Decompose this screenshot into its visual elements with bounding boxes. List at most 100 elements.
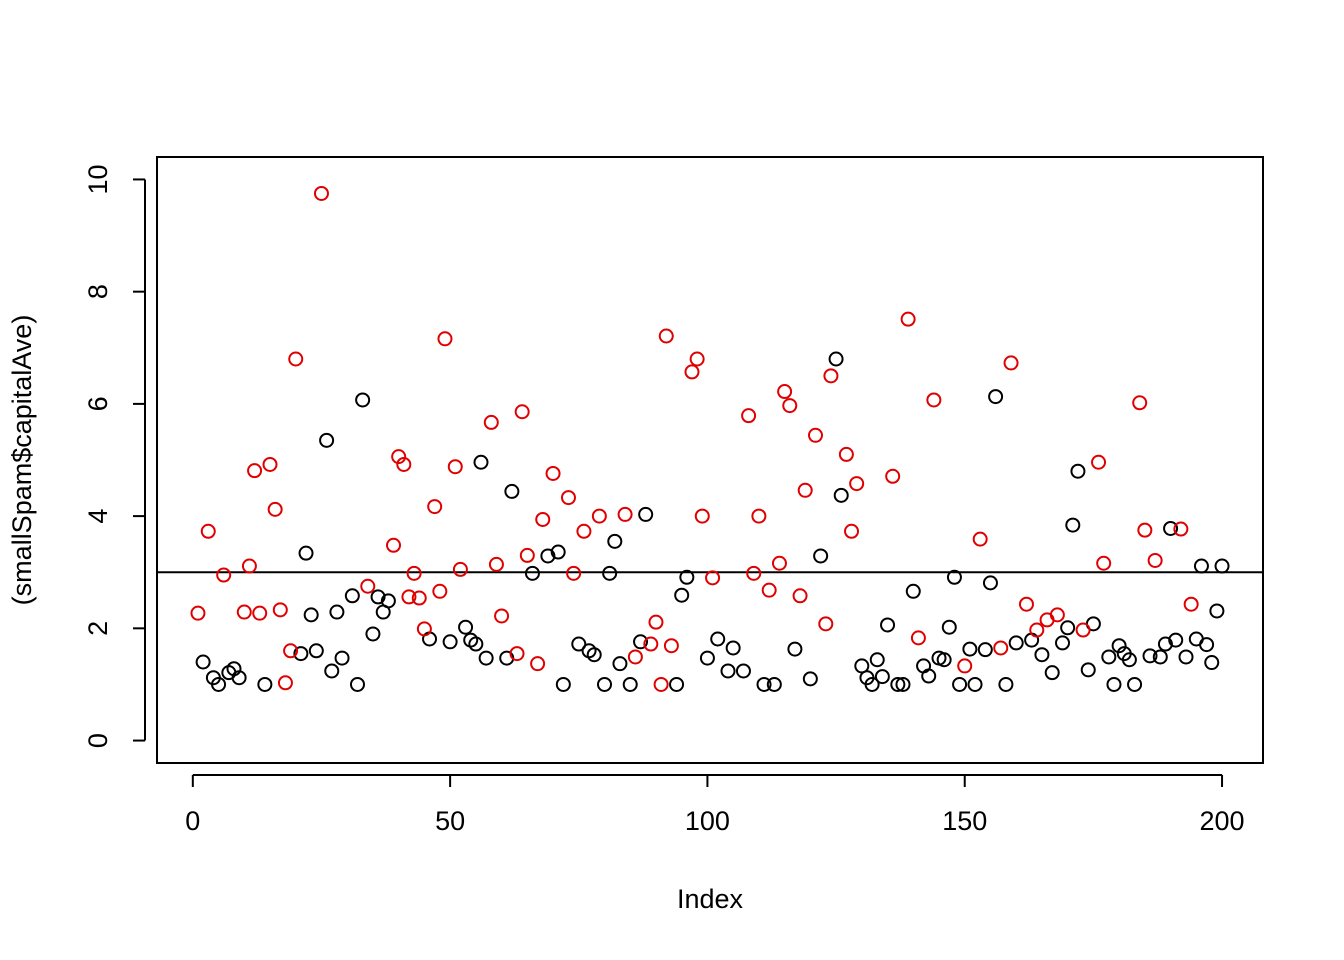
point (622, 676, 638, 692)
point (962, 641, 978, 657)
point (540, 548, 556, 564)
point (957, 658, 973, 674)
point (494, 608, 510, 624)
point (597, 676, 613, 692)
point (771, 555, 787, 571)
point (720, 663, 736, 679)
point (555, 676, 571, 692)
point (504, 483, 520, 499)
point (982, 575, 998, 591)
point (1193, 558, 1209, 574)
point (514, 404, 530, 420)
point (658, 328, 674, 344)
point (509, 646, 525, 662)
point (267, 501, 283, 517)
point (998, 676, 1014, 692)
point (674, 587, 690, 603)
point (319, 432, 335, 448)
point (396, 456, 412, 472)
point (458, 619, 474, 635)
point (663, 638, 679, 654)
point (535, 511, 551, 527)
point (797, 482, 813, 498)
point (530, 656, 546, 672)
point (977, 642, 993, 658)
point (1055, 635, 1071, 651)
point (386, 537, 402, 553)
point (478, 650, 494, 666)
point (288, 351, 304, 367)
point (1080, 662, 1096, 678)
point (277, 675, 293, 691)
point (761, 582, 777, 598)
point (1060, 620, 1076, 636)
point (1157, 636, 1173, 652)
point (545, 465, 561, 481)
point (782, 398, 798, 414)
point (941, 619, 957, 635)
point (679, 569, 695, 585)
point (1096, 555, 1112, 571)
point (1008, 635, 1024, 651)
point (293, 646, 309, 662)
point (910, 630, 926, 646)
point (576, 523, 592, 539)
point (427, 499, 443, 515)
point (349, 676, 365, 692)
point (257, 676, 273, 692)
point (1214, 558, 1230, 574)
point (967, 676, 983, 692)
point (880, 617, 896, 633)
x-tick-label: 100 (685, 806, 730, 836)
point (1168, 632, 1184, 648)
point (689, 351, 705, 367)
point (560, 490, 576, 506)
point (195, 654, 211, 670)
point (1070, 463, 1086, 479)
point (926, 392, 942, 408)
point (885, 468, 901, 484)
point (946, 569, 962, 585)
point (566, 565, 582, 581)
point (838, 446, 854, 462)
point (988, 389, 1004, 405)
point (571, 636, 587, 652)
point (617, 506, 633, 522)
point (519, 547, 535, 563)
point (813, 548, 829, 564)
point (823, 368, 839, 384)
point (993, 640, 1009, 656)
point (303, 607, 319, 623)
point (766, 676, 782, 692)
point (1075, 622, 1091, 638)
point (602, 565, 618, 581)
point (370, 589, 386, 605)
point (1199, 637, 1215, 653)
point (313, 185, 329, 201)
point (802, 671, 818, 687)
point (324, 663, 340, 679)
point (895, 676, 911, 692)
point (905, 583, 921, 599)
point (236, 604, 252, 620)
point (952, 676, 968, 692)
point (1101, 649, 1117, 665)
point (1209, 603, 1225, 619)
point (653, 676, 669, 692)
point (751, 508, 767, 524)
point (591, 508, 607, 524)
point (807, 427, 823, 443)
point (746, 565, 762, 581)
point (1111, 638, 1127, 654)
point (1049, 607, 1065, 623)
point (416, 621, 432, 637)
point (777, 384, 793, 400)
point (844, 523, 860, 539)
point (648, 614, 664, 630)
y-tick-label: 6 (83, 396, 113, 411)
y-tick-label: 0 (83, 733, 113, 748)
point (452, 561, 468, 577)
point (684, 364, 700, 380)
y-axis-label: (smallSpam$capitalAve) (7, 315, 37, 606)
point (633, 634, 649, 650)
